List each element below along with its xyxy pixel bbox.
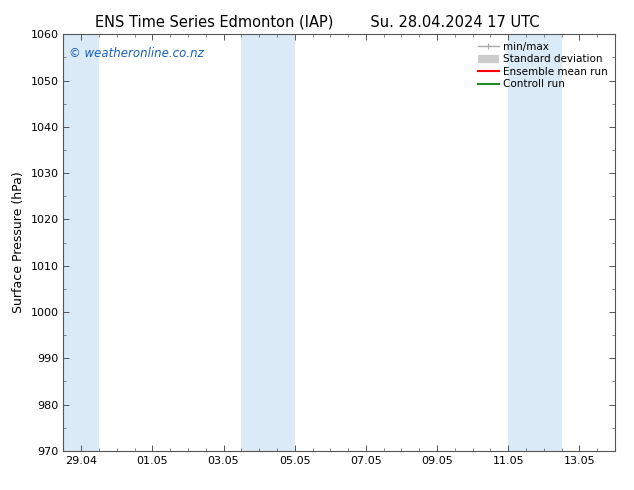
Text: ENS Time Series Edmonton (IAP)        Su. 28.04.2024 17 UTC: ENS Time Series Edmonton (IAP) Su. 28.04… xyxy=(94,15,540,30)
Y-axis label: Surface Pressure (hPa): Surface Pressure (hPa) xyxy=(12,172,25,314)
Text: © weatheronline.co.nz: © weatheronline.co.nz xyxy=(69,47,204,60)
Legend: min/max, Standard deviation, Ensemble mean run, Controll run: min/max, Standard deviation, Ensemble me… xyxy=(474,37,612,94)
Bar xyxy=(63,34,99,451)
Bar xyxy=(242,34,295,451)
Bar xyxy=(508,34,562,451)
